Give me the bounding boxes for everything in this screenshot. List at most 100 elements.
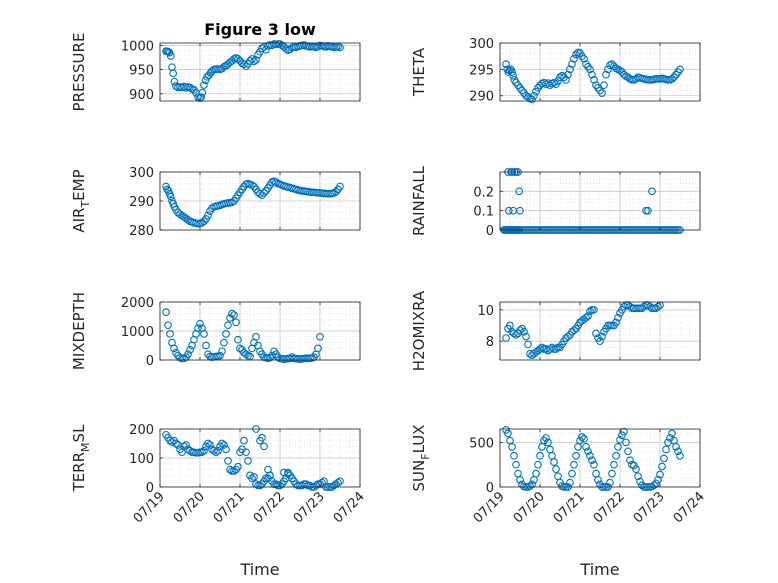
data-point bbox=[226, 465, 234, 474]
data-point bbox=[630, 304, 638, 313]
data-point bbox=[542, 434, 550, 442]
data-point bbox=[222, 445, 230, 454]
data-point bbox=[516, 476, 524, 484]
data-point bbox=[516, 206, 524, 215]
data-point bbox=[186, 83, 194, 92]
data-point bbox=[665, 0, 672, 3]
data-point bbox=[675, 0, 682, 3]
data-point bbox=[329, 0, 336, 3]
data-point bbox=[276, 481, 284, 490]
data-point bbox=[634, 472, 642, 481]
y-axis-label: RAINFALL bbox=[410, 165, 428, 236]
panel-theta: 290 295 300 THETA bbox=[410, 37, 701, 105]
data-point bbox=[568, 469, 576, 478]
data-point bbox=[516, 326, 524, 335]
data-point bbox=[512, 331, 520, 339]
data-point bbox=[668, 429, 676, 438]
y-tick-label: 8 bbox=[486, 335, 494, 350]
y-tick-label: 0 bbox=[486, 224, 494, 239]
y-axis-label: MIXDEPTH bbox=[70, 292, 88, 370]
data-point bbox=[280, 468, 288, 477]
data-point bbox=[218, 347, 226, 356]
data-point bbox=[620, 302, 628, 311]
x-tick-label: 07/20 bbox=[171, 489, 208, 526]
data-point bbox=[172, 439, 180, 448]
data-point bbox=[224, 457, 232, 465]
data-point bbox=[168, 438, 176, 446]
data-point bbox=[509, 71, 518, 80]
data-point bbox=[284, 354, 292, 363]
data-point bbox=[290, 354, 298, 363]
x-tick-label: 07/23 bbox=[291, 489, 328, 526]
axes-frame bbox=[159, 42, 361, 102]
data-point bbox=[654, 476, 662, 484]
data-point bbox=[661, 0, 668, 3]
data-point bbox=[306, 481, 314, 490]
data-point bbox=[660, 454, 668, 463]
data-point bbox=[224, 321, 232, 330]
data-point bbox=[620, 70, 628, 79]
data-point bbox=[515, 187, 524, 196]
data-point bbox=[331, 0, 338, 3]
data-point bbox=[570, 54, 578, 63]
y-tick-label: 950 bbox=[129, 64, 154, 79]
data-point bbox=[202, 341, 210, 350]
data-point bbox=[610, 460, 618, 469]
x-tick-label: 07/22 bbox=[251, 489, 288, 526]
data-point bbox=[504, 429, 512, 438]
data-point bbox=[520, 327, 528, 336]
data-point bbox=[284, 470, 292, 478]
data-point bbox=[584, 447, 592, 456]
data-point bbox=[534, 460, 542, 469]
data-point bbox=[212, 448, 220, 457]
data-point bbox=[590, 460, 598, 469]
data-point bbox=[508, 68, 516, 76]
data-point bbox=[564, 332, 572, 341]
data-point bbox=[320, 189, 328, 198]
data-point bbox=[210, 446, 218, 455]
data-point bbox=[606, 321, 614, 330]
panel-h2omixra: 8 10 H2OMIXRA bbox=[410, 0, 701, 371]
data-point bbox=[250, 473, 258, 481]
data-point bbox=[550, 78, 558, 87]
data-point bbox=[659, 0, 666, 3]
data-point bbox=[234, 462, 242, 471]
data-point bbox=[204, 211, 212, 220]
data-point bbox=[536, 345, 544, 353]
data-point bbox=[654, 75, 662, 83]
data-point bbox=[676, 451, 684, 460]
data-point bbox=[286, 354, 294, 363]
y-tick-label: 10 bbox=[477, 304, 494, 319]
data-point bbox=[216, 351, 224, 360]
data-point bbox=[640, 302, 648, 311]
data-point bbox=[248, 55, 256, 63]
data-point bbox=[308, 188, 316, 197]
data-point bbox=[242, 448, 250, 457]
axes-frame bbox=[499, 301, 701, 361]
y-tick-label: 100 bbox=[129, 452, 154, 467]
data-point bbox=[612, 451, 620, 460]
y-tick-label: 295 bbox=[469, 63, 494, 78]
y-tick-label: 0.2 bbox=[473, 185, 494, 200]
data-point bbox=[248, 181, 256, 189]
data-point bbox=[570, 460, 578, 469]
panel-rainfall: 0 0.1 0.2 RAINFALL bbox=[410, 165, 701, 239]
data-point bbox=[182, 441, 190, 449]
data-point bbox=[220, 441, 228, 449]
data-point bbox=[256, 481, 264, 490]
axes-frame bbox=[499, 428, 701, 488]
panel-mixdepth: 0 1000 2000 MIXDEPTH bbox=[70, 0, 361, 370]
data-point bbox=[252, 480, 260, 488]
y-tick-label: 300 bbox=[469, 37, 494, 52]
data-point bbox=[650, 304, 658, 313]
data-point bbox=[590, 305, 598, 314]
data-point bbox=[626, 456, 634, 465]
data-point bbox=[302, 480, 310, 488]
data-point bbox=[590, 76, 598, 84]
data-point bbox=[536, 451, 544, 460]
data-point bbox=[530, 91, 538, 100]
data-point bbox=[632, 75, 640, 83]
plot-area bbox=[500, 43, 700, 101]
data-point bbox=[504, 68, 513, 76]
series-markers bbox=[162, 0, 338, 363]
